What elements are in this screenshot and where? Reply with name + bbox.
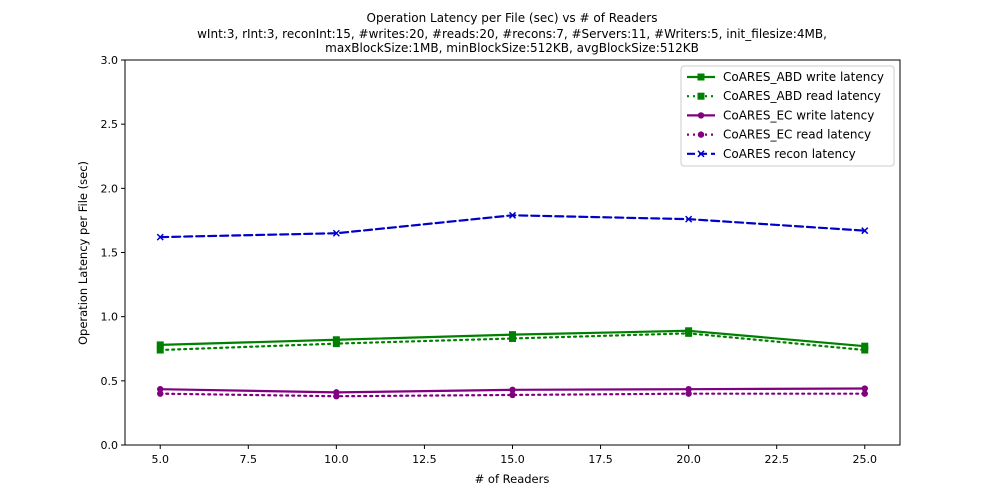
- series-line-1: [159, 332, 866, 352]
- x-tick-label: 10.0: [324, 453, 349, 466]
- data-point: [509, 391, 516, 399]
- legend-box: [680, 65, 895, 167]
- plot-frame: [124, 59, 901, 446]
- data-point: [157, 385, 164, 393]
- x-tick-label: 7.5: [240, 453, 258, 466]
- data-point: [861, 385, 868, 392]
- data-point: [156, 341, 164, 349]
- legend-entry-label: CoARES_EC read latency: [723, 128, 871, 142]
- legend-entry-label: CoARES recon latency: [723, 147, 856, 161]
- y-tick-label: 0.0: [101, 439, 119, 452]
- series-line-4: [159, 214, 866, 239]
- x-tick-label: 12.5: [412, 453, 437, 466]
- y-tick-label: 1.0: [101, 311, 119, 324]
- chart-subtitle-line-1: wInt:3, rInt:3, reconInt:15, #writes:20,…: [197, 27, 827, 41]
- data-point: [157, 390, 164, 397]
- data-point: [861, 342, 869, 350]
- data-point: [685, 215, 693, 223]
- legend-marker: [697, 92, 705, 100]
- legend-entry-label: CoARES_ABD read latency: [723, 89, 881, 103]
- data-point: [156, 233, 164, 241]
- x-tick-label: 15.0: [500, 453, 525, 466]
- y-tick-label: 3.0: [101, 54, 119, 67]
- y-tick-label: 0.5: [101, 375, 119, 388]
- data-point: [509, 331, 516, 339]
- x-tick-label: 5.0: [151, 453, 169, 466]
- y-tick-label: 2.5: [101, 118, 119, 131]
- data-point: [509, 386, 516, 394]
- legend-entry-label: CoARES_ABD write latency: [723, 70, 884, 84]
- data-point: [332, 229, 340, 237]
- x-tick-label: 25.0: [853, 453, 878, 466]
- legend: CoARES_ABD write latency CoARES_ABD read …: [680, 65, 895, 167]
- legend-marker: [697, 131, 705, 138]
- series-line-3: [159, 392, 866, 398]
- axis-ticks: 5.0 7.5 10.0 12.5 15.0 17.5 20.0 22.5 25.0 0.0 0.5…: [101, 54, 878, 466]
- legend-marker: [697, 112, 705, 119]
- data-point: [332, 336, 340, 344]
- data-point: [333, 393, 340, 400]
- x-tick-label: 22.5: [764, 453, 789, 466]
- data-point: [685, 390, 692, 397]
- data-point: [861, 390, 868, 397]
- data-point: [156, 346, 164, 354]
- chart-subtitle-line-2: maxBlockSize:1MB, minBlockSize:512KB, av…: [325, 41, 699, 55]
- x-axis-label: # of Readers: [475, 472, 550, 486]
- data-point: [332, 340, 340, 348]
- y-tick-label: 2.0: [101, 182, 119, 195]
- data-point: [685, 329, 693, 337]
- legend-entry-label: CoARES_EC write latency: [723, 108, 874, 122]
- data-point: [508, 211, 517, 219]
- data-point: [509, 334, 516, 342]
- chart-title: Operation Latency per File (sec) vs # of…: [367, 11, 658, 25]
- series-lines: [159, 214, 866, 398]
- data-point: [861, 227, 869, 235]
- series-markers: [156, 211, 869, 400]
- y-tick-label: 1.5: [101, 247, 119, 260]
- legend-marker: [697, 150, 705, 158]
- x-tick-label: 17.5: [588, 453, 613, 466]
- data-point: [685, 385, 692, 393]
- data-point: [861, 346, 869, 354]
- y-axis-label: Operation Latency per File (sec): [76, 161, 90, 345]
- x-tick-label: 20.0: [676, 453, 701, 466]
- legend-marker: [697, 73, 705, 81]
